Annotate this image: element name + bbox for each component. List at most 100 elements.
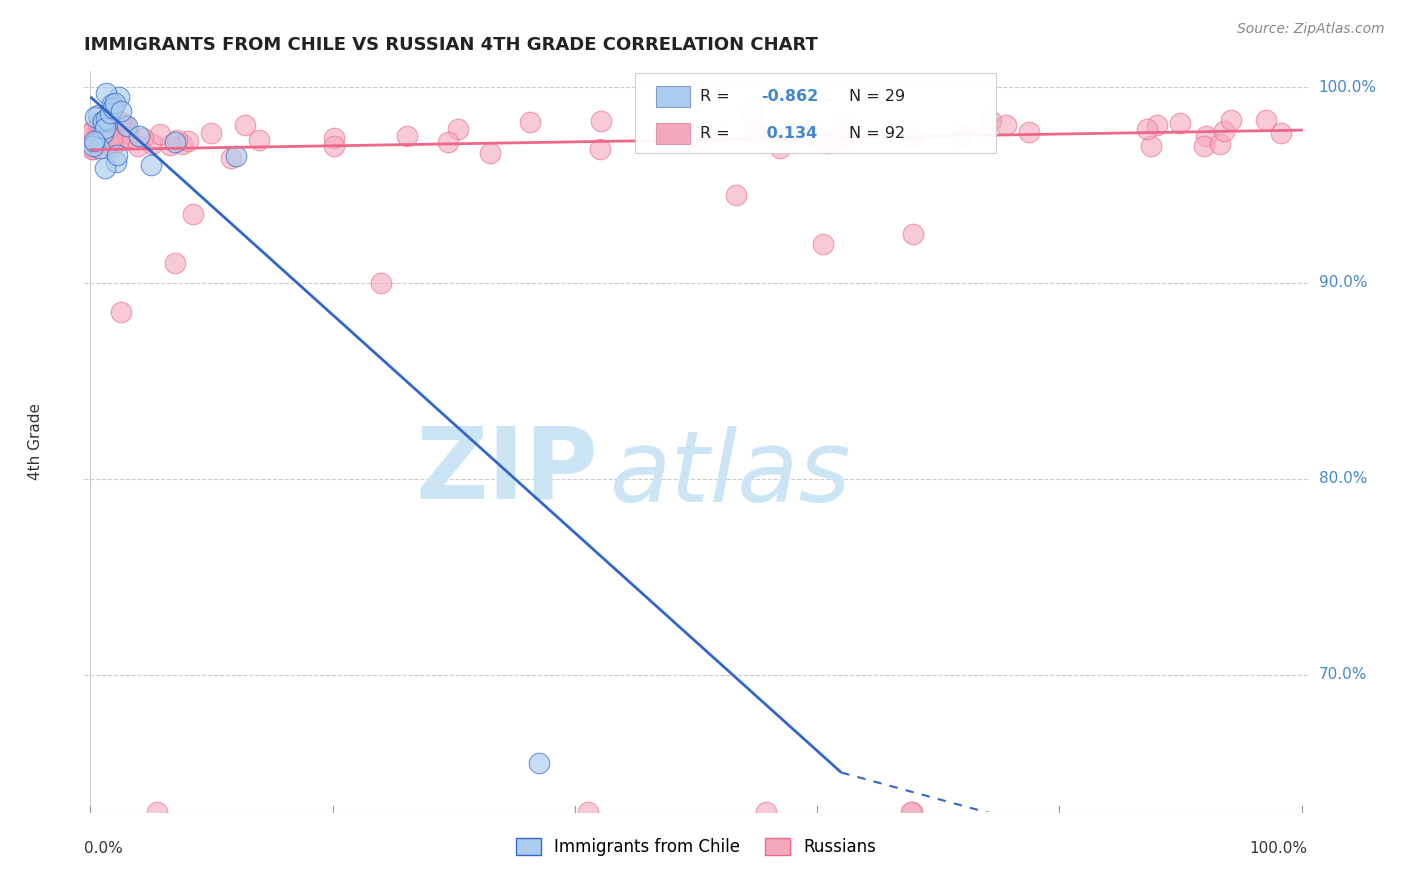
Text: IMMIGRANTS FROM CHILE VS RUSSIAN 4TH GRADE CORRELATION CHART: IMMIGRANTS FROM CHILE VS RUSSIAN 4TH GRA… [84, 36, 818, 54]
Point [1194, 128, 1216, 143]
Text: 100.0%: 100.0% [1319, 79, 1376, 95]
Point [83, 110, 105, 124]
Point [146, 805, 169, 819]
Point [437, 135, 460, 149]
Point [93, 131, 115, 145]
Point [91, 114, 114, 128]
Point [105, 148, 128, 162]
Point [219, 151, 242, 165]
Point [395, 129, 418, 144]
Point [127, 138, 149, 153]
Point [1256, 112, 1278, 127]
Point [132, 131, 155, 145]
Point [110, 103, 132, 118]
Text: 80.0%: 80.0% [1319, 471, 1367, 486]
Point [104, 154, 127, 169]
Point [82, 142, 104, 156]
Point [1220, 113, 1243, 128]
Point [323, 131, 346, 145]
Point [101, 97, 124, 112]
Point [797, 125, 820, 139]
Point [97, 108, 120, 122]
FancyBboxPatch shape [655, 123, 690, 144]
Point [183, 207, 205, 221]
Point [742, 123, 765, 137]
Point [82, 139, 104, 153]
Point [747, 126, 769, 140]
Point [479, 145, 502, 160]
Point [950, 129, 973, 144]
Legend: Immigrants from Chile, Russians: Immigrants from Chile, Russians [509, 831, 883, 863]
Point [128, 128, 150, 143]
Point [100, 106, 122, 120]
Point [589, 114, 612, 128]
Point [97, 121, 120, 136]
Text: ZIP: ZIP [415, 423, 598, 520]
Point [901, 227, 924, 241]
Text: R =: R = [700, 89, 734, 104]
Point [159, 137, 181, 152]
Point [576, 805, 599, 819]
Point [769, 141, 792, 155]
Point [110, 133, 132, 147]
Point [811, 236, 834, 251]
Point [82, 124, 104, 138]
Point [1018, 125, 1040, 139]
Point [117, 130, 139, 145]
Point [84, 136, 107, 151]
Point [519, 115, 541, 129]
Point [824, 131, 846, 145]
Point [82, 142, 104, 156]
Point [104, 95, 127, 110]
Point [94, 120, 117, 135]
Point [97, 128, 120, 143]
Point [322, 139, 344, 153]
Point [775, 130, 797, 145]
Text: 100.0%: 100.0% [1250, 841, 1308, 856]
Point [225, 148, 247, 162]
Point [90, 119, 112, 133]
Point [589, 142, 612, 156]
Point [94, 135, 117, 149]
Point [114, 118, 136, 132]
Text: 70.0%: 70.0% [1319, 667, 1367, 682]
Point [110, 305, 132, 319]
Point [755, 805, 778, 819]
Point [980, 113, 1002, 128]
Text: 90.0%: 90.0% [1319, 276, 1367, 291]
Point [149, 127, 172, 141]
Point [683, 135, 706, 149]
Text: 0.134: 0.134 [761, 126, 817, 141]
Point [115, 130, 138, 145]
Text: -0.862: -0.862 [761, 89, 818, 104]
Point [94, 161, 117, 176]
Point [704, 126, 727, 140]
Point [83, 134, 105, 148]
Point [835, 128, 858, 142]
Point [115, 119, 138, 133]
Point [1136, 122, 1159, 136]
Point [94, 129, 117, 144]
Point [90, 132, 112, 146]
Text: Source: ZipAtlas.com: Source: ZipAtlas.com [1237, 22, 1385, 37]
Point [82, 124, 104, 138]
Point [832, 118, 855, 132]
Point [165, 135, 187, 149]
Point [89, 141, 111, 155]
FancyBboxPatch shape [655, 87, 690, 107]
Text: 4th Grade: 4th Grade [28, 403, 44, 480]
Point [1140, 139, 1163, 153]
Point [527, 756, 550, 770]
Point [87, 120, 110, 134]
Point [91, 127, 114, 141]
Point [101, 130, 124, 145]
Point [101, 130, 124, 145]
Point [1194, 139, 1216, 153]
Point [87, 107, 110, 121]
Point [786, 127, 808, 141]
Point [84, 135, 107, 149]
Point [901, 130, 924, 145]
Text: N = 29: N = 29 [849, 89, 905, 104]
Point [89, 123, 111, 137]
Point [90, 124, 112, 138]
